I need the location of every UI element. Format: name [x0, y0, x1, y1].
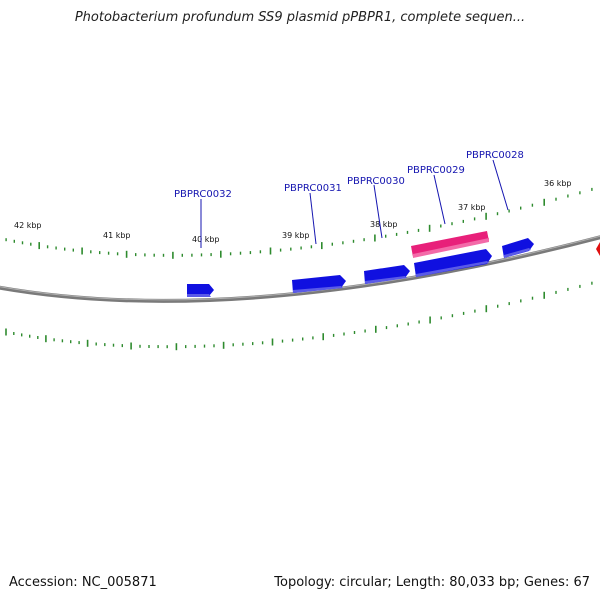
gene-highlight-pbprc0029[interactable]: [411, 231, 489, 258]
gene-label-pbprc0031[interactable]: PBPRC0031: [284, 183, 342, 194]
gene-arrow-pbprc0030[interactable]: [364, 265, 410, 284]
gene-label-pbprc0028[interactable]: PBPRC0028: [466, 150, 524, 161]
gene-labels: PBPRC0032 PBPRC0031 PBPRC0030 PBPRC0029 …: [174, 150, 524, 200]
scale-label-38kbp: 38 kbp: [370, 220, 398, 229]
gene-label-pbprc0032[interactable]: PBPRC0032: [174, 189, 232, 200]
gene-label-pbprc0030[interactable]: PBPRC0030: [347, 176, 405, 187]
scale-label-42kbp: 42 kbp: [14, 221, 42, 230]
gene-leader-lines: [200, 159, 509, 248]
accession-text: Accession: NC_005871: [9, 575, 157, 590]
gene-label-pbprc0029[interactable]: PBPRC0029: [407, 165, 465, 176]
gene-arrow-partial-right[interactable]: [596, 242, 600, 256]
scale-label-36kbp: 36 kbp: [544, 179, 572, 188]
scale-label-41kbp: 41 kbp: [103, 231, 131, 240]
map-title: Photobacterium profundum SS9 plasmid pPB…: [74, 10, 526, 25]
scale-labels: 42 kbp 41 kbp 40 kbp 39 kbp 38 kbp 37 kb…: [14, 179, 572, 244]
scale-label-39kbp: 39 kbp: [282, 231, 310, 240]
scale-label-40kbp: 40 kbp: [192, 235, 220, 244]
gene-arrow-pbprc0029[interactable]: [414, 249, 492, 277]
scale-label-37kbp: 37 kbp: [458, 203, 486, 212]
gene-features: [187, 231, 600, 297]
gene-arrow-pbprc0028[interactable]: [502, 238, 534, 258]
gene-arrow-pbprc0031[interactable]: [292, 275, 346, 293]
plasmid-backbone: [0, 235, 600, 303]
inner-tick-ring: [5, 281, 593, 351]
gene-arrow-pbprc0032[interactable]: [187, 284, 214, 297]
map-summary-text: Topology: circular; Length: 80,033 bp; G…: [274, 575, 590, 590]
outer-tick-ring: [5, 187, 593, 259]
plasmid-backbone-highlight: [0, 235, 600, 301]
